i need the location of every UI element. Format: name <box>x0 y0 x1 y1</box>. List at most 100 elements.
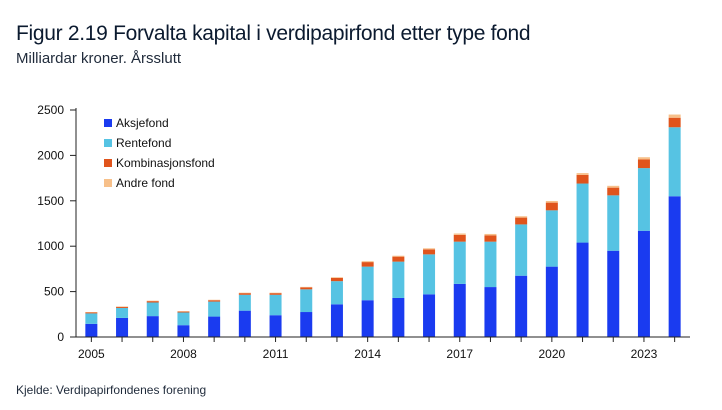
chart-subtitle: Milliardar kroner. Årsslutt <box>16 50 182 67</box>
bar-segment-rentefond-2008 <box>177 312 190 326</box>
bar-segment-aksjefond-2019 <box>515 275 528 337</box>
y-tick-label: 0 <box>57 330 64 344</box>
bar-segment-andre-2022 <box>607 185 620 188</box>
bar-segment-aksjefond-2014 <box>361 300 374 337</box>
y-tick-label: 2000 <box>37 148 64 162</box>
bar-segment-aksjefond-2012 <box>300 312 313 337</box>
x-tick-label: 2008 <box>170 347 197 361</box>
y-tick-label: 2500 <box>37 103 64 117</box>
bar-segment-rentefond-2006 <box>116 307 129 318</box>
stacked-bar-chart: 0 500 1000 1500 2000 2500 2005 2008 2011 2014 201… <box>37 103 690 361</box>
bar-segment-aksjefond-2018 <box>484 287 497 337</box>
bar-segment-rentefond-2011 <box>269 294 282 316</box>
bar-segment-kombinasjonsfond-2010 <box>238 293 251 295</box>
bar-segment-andre-2015 <box>392 255 405 257</box>
legend: Aksjefond Rentefond Kombinasjonsfond Andre … <box>104 116 215 190</box>
source-note: Kjelde: Verdipapirfondenes forening <box>16 383 207 397</box>
bar-segment-kombinasjonsfond-2014 <box>361 262 374 267</box>
bar-segment-aksjefond-2017 <box>453 283 466 337</box>
bar-segment-kombinasjonsfond-2011 <box>269 293 282 295</box>
bar-segment-aksjefond-2013 <box>330 304 343 337</box>
bar-segment-kombinasjonsfond-2021 <box>576 174 589 184</box>
bar-segment-aksjefond-2006 <box>116 317 129 337</box>
bar-segment-aksjefond-2020 <box>545 266 558 337</box>
bar-segment-kombinasjonsfond-2024 <box>668 117 681 128</box>
legend-swatch-rentefond <box>104 139 112 147</box>
bar-segment-kombinasjonsfond-2006 <box>116 306 129 308</box>
bar-segment-kombinasjonsfond-2007 <box>146 301 159 303</box>
x-tick-label: 2005 <box>78 347 105 361</box>
bars-group <box>85 114 681 337</box>
bar-segment-kombinasjonsfond-2015 <box>392 256 405 262</box>
bar-segment-aksjefond-2007 <box>146 316 159 337</box>
bar-segment-andre-2014 <box>361 261 374 263</box>
bar-segment-andre-2020 <box>545 200 558 203</box>
bar-segment-aksjefond-2009 <box>208 316 221 337</box>
bar-segment-kombinasjonsfond-2008 <box>177 311 190 313</box>
bar-segment-andre-2021 <box>576 173 589 175</box>
bar-segment-kombinasjonsfond-2016 <box>423 249 436 255</box>
bar-segment-rentefond-2020 <box>545 210 558 267</box>
bar-segment-aksjefond-2011 <box>269 315 282 337</box>
bar-segment-aksjefond-2016 <box>423 294 436 337</box>
bar-segment-aksjefond-2015 <box>392 297 405 337</box>
legend-swatch-kombinasjonsfond <box>104 159 112 167</box>
bar-segment-aksjefond-2005 <box>85 323 98 337</box>
bar-segment-kombinasjonsfond-2005 <box>85 312 98 314</box>
bar-segment-rentefond-2024 <box>668 127 681 197</box>
bar-segment-kombinasjonsfond-2022 <box>607 187 620 196</box>
bar-segment-aksjefond-2010 <box>238 310 251 337</box>
bar-segment-aksjefond-2023 <box>637 230 650 337</box>
bar-segment-kombinasjonsfond-2018 <box>484 235 497 242</box>
bar-segment-andre-2013 <box>330 277 343 278</box>
bar-segment-kombinasjonsfond-2013 <box>330 277 343 282</box>
bar-segment-aksjefond-2022 <box>607 250 620 337</box>
chart-title: Figur 2.19 Forvalta kapital i verdipapir… <box>16 22 531 45</box>
bar-segment-rentefond-2007 <box>146 302 159 317</box>
bar-segment-kombinasjonsfond-2019 <box>515 217 528 225</box>
bar-segment-rentefond-2005 <box>85 313 98 324</box>
bar-segment-rentefond-2013 <box>330 281 343 305</box>
bar-segment-andre-2017 <box>453 233 466 235</box>
legend-label-rentefond: Rentefond <box>116 136 171 150</box>
x-tick-label: 2011 <box>263 347 289 361</box>
bar-segment-aksjefond-2021 <box>576 242 589 337</box>
legend-label-kombinasjonsfond: Kombinasjonsfond <box>116 156 215 170</box>
x-axis: 2005 2008 2011 2014 2017 2020 2023 <box>76 336 690 361</box>
bar-segment-andre-2016 <box>423 248 436 250</box>
legend-swatch-andre <box>104 179 112 187</box>
bar-segment-rentefond-2019 <box>515 224 528 276</box>
bar-segment-rentefond-2016 <box>423 254 436 295</box>
x-tick-label: 2020 <box>538 347 565 361</box>
bar-segment-rentefond-2022 <box>607 195 620 251</box>
y-tick-label: 500 <box>44 285 64 299</box>
y-tick-label: 1500 <box>37 194 64 208</box>
bar-segment-rentefond-2014 <box>361 266 374 301</box>
bar-segment-andre-2018 <box>484 233 497 236</box>
bar-segment-kombinasjonsfond-2023 <box>637 159 650 169</box>
x-tick-label: 2014 <box>354 347 381 361</box>
legend-label-andre: Andre fond <box>116 176 175 190</box>
bar-segment-rentefond-2012 <box>300 289 313 313</box>
x-tick-label: 2017 <box>446 347 473 361</box>
legend-swatch-aksjefond <box>104 119 112 127</box>
bar-segment-andre-2019 <box>515 216 528 218</box>
y-axis: 0 500 1000 1500 2000 2500 <box>37 103 77 344</box>
bar-segment-kombinasjonsfond-2020 <box>545 202 558 211</box>
bar-segment-rentefond-2023 <box>637 168 650 231</box>
bar-segment-rentefond-2010 <box>238 294 251 311</box>
x-tick-label: 2023 <box>631 347 658 361</box>
bar-segment-aksjefond-2024 <box>668 196 681 337</box>
legend-label-aksjefond: Aksjefond <box>116 116 169 130</box>
bar-segment-rentefond-2017 <box>453 241 466 284</box>
bar-segment-andre-2023 <box>637 157 650 160</box>
bar-segment-kombinasjonsfond-2009 <box>208 300 221 302</box>
y-tick-label: 1000 <box>37 239 64 253</box>
bar-segment-rentefond-2015 <box>392 261 405 298</box>
bar-segment-kombinasjonsfond-2017 <box>453 234 466 242</box>
bar-segment-andre-2024 <box>668 114 681 118</box>
bar-segment-kombinasjonsfond-2012 <box>300 287 313 290</box>
bar-segment-rentefond-2021 <box>576 183 589 243</box>
bar-segment-aksjefond-2008 <box>177 325 190 337</box>
bar-segment-rentefond-2018 <box>484 241 497 288</box>
